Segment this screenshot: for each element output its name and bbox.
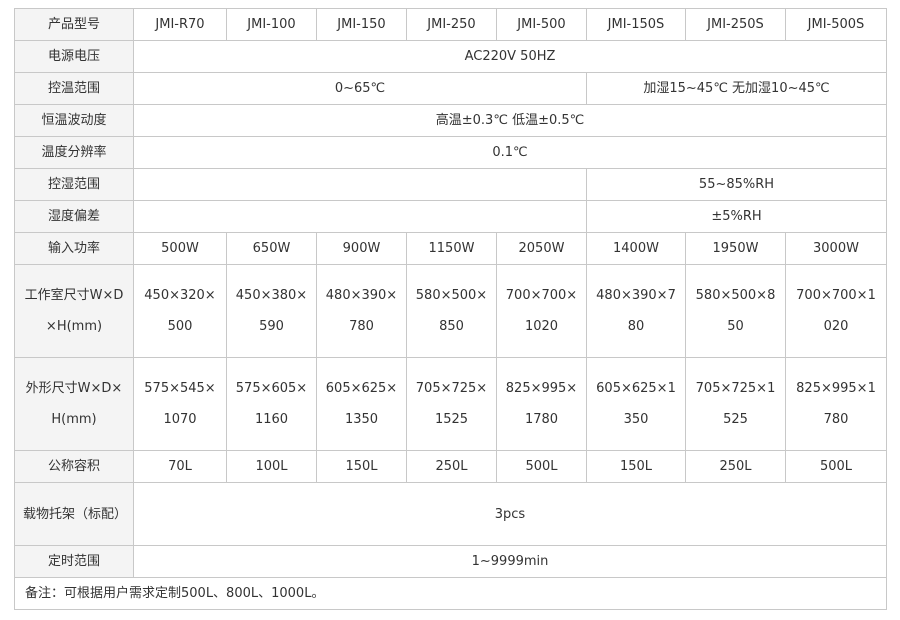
value-cell: 1~9999min [133, 545, 887, 578]
value-cell: 3000W [785, 232, 887, 265]
value-cell: 150L [316, 450, 407, 483]
value-cell: 580×500×850 [406, 264, 497, 358]
value-cell: 0.1℃ [133, 136, 887, 169]
value-cell: 450×380×590 [226, 264, 317, 358]
value-cell: 825×995×1780 [785, 357, 887, 451]
value-cell: 1400W [586, 232, 686, 265]
row-label: 载物托架（标配） [14, 482, 134, 546]
value-cell: 100L [226, 450, 317, 483]
value-cell: 500W [133, 232, 227, 265]
empty-cell [133, 168, 587, 201]
spec-row: 电源电压 AC220V 50HZ [14, 40, 887, 73]
spec-row: 控温范围 0~65℃ 加湿15~45℃ 无加湿10~45℃ [14, 72, 887, 105]
row-label: 外形尺寸W×D×H(mm) [14, 357, 134, 451]
spec-row: 湿度偏差 ±5%RH [14, 200, 887, 233]
value-cell: 3pcs [133, 482, 887, 546]
value-cell: 705×725×1525 [685, 357, 786, 451]
row-label: 控湿范围 [14, 168, 134, 201]
spec-row: 定时范围 1~9999min [14, 545, 887, 578]
value-cell: 高温±0.3℃ 低温±0.5℃ [133, 104, 887, 137]
header-cell: JMI-150 [316, 8, 407, 41]
table-body: 产品型号 JMI-R70 JMI-100 JMI-150 JMI-250 JMI-500 J… [14, 8, 887, 610]
header-cell: JMI-500 [496, 8, 587, 41]
header-cell: JMI-R70 [133, 8, 227, 41]
value-cell: AC220V 50HZ [133, 40, 887, 73]
value-cell: 1950W [685, 232, 786, 265]
value-cell: 605×625×1350 [586, 357, 686, 451]
header-cell: JMI-150S [586, 8, 686, 41]
value-cell: 900W [316, 232, 407, 265]
value-cell: 700×700×1020 [785, 264, 887, 358]
value-cell: 705×725×1525 [406, 357, 497, 451]
value-cell: 650W [226, 232, 317, 265]
value-cell: 加湿15~45℃ 无加湿10~45℃ [586, 72, 887, 105]
row-label: 控温范围 [14, 72, 134, 105]
value-cell: 450×320×500 [133, 264, 227, 358]
value-cell: 2050W [496, 232, 587, 265]
value-cell: 250L [406, 450, 497, 483]
spec-row: 公称容积 70L 100L 150L 250L 500L 150L 250L 500L [14, 450, 887, 483]
row-label: 电源电压 [14, 40, 134, 73]
spec-row: 外形尺寸W×D×H(mm) 575×545×1070 575×605×1160 605… [14, 357, 887, 451]
value-cell: 575×605×1160 [226, 357, 317, 451]
spec-row: 恒温波动度 高温±0.3℃ 低温±0.5℃ [14, 104, 887, 137]
row-label: 公称容积 [14, 450, 134, 483]
value-cell: 250L [685, 450, 786, 483]
header-cell: JMI-500S [785, 8, 887, 41]
value-cell: 575×545×1070 [133, 357, 227, 451]
value-cell: 605×625×1350 [316, 357, 407, 451]
spec-row: 载物托架（标配） 3pcs [14, 482, 887, 546]
value-cell: 150L [586, 450, 686, 483]
header-row: 产品型号 JMI-R70 JMI-100 JMI-150 JMI-250 JMI-500 J… [14, 8, 887, 41]
row-label: 恒温波动度 [14, 104, 134, 137]
value-cell: 1150W [406, 232, 497, 265]
note-row: 备注：可根据用户需求定制500L、800L、1000L。 [14, 577, 887, 610]
row-label: 输入功率 [14, 232, 134, 265]
spec-table: 产品型号 JMI-R70 JMI-100 JMI-150 JMI-250 JMI-500 J… [14, 8, 887, 610]
spec-row: 工作室尺寸W×D×H(mm) 450×320×500 450×380×590 480×… [14, 264, 887, 358]
value-cell: 70L [133, 450, 227, 483]
spec-row: 温度分辨率 0.1℃ [14, 136, 887, 169]
header-cell: 产品型号 [14, 8, 134, 41]
value-cell: 580×500×850 [685, 264, 786, 358]
value-cell: 500L [785, 450, 887, 483]
row-label: 工作室尺寸W×D×H(mm) [14, 264, 134, 358]
value-cell: 500L [496, 450, 587, 483]
value-cell: ±5%RH [586, 200, 887, 233]
value-cell: 700×700×1020 [496, 264, 587, 358]
value-cell: 480×390×780 [316, 264, 407, 358]
empty-cell [133, 200, 587, 233]
row-label: 定时范围 [14, 545, 134, 578]
header-cell: JMI-250S [685, 8, 786, 41]
value-cell: 825×995×1780 [496, 357, 587, 451]
header-cell: JMI-100 [226, 8, 317, 41]
value-cell: 0~65℃ [133, 72, 587, 105]
value-cell: 480×390×780 [586, 264, 686, 358]
spec-row: 控湿范围 55~85%RH [14, 168, 887, 201]
spec-row: 输入功率 500W 650W 900W 1150W 2050W 1400W 1950W 3000… [14, 232, 887, 265]
value-cell: 55~85%RH [586, 168, 887, 201]
row-label: 湿度偏差 [14, 200, 134, 233]
header-cell: JMI-250 [406, 8, 497, 41]
note: 备注：可根据用户需求定制500L、800L、1000L。 [14, 577, 887, 610]
row-label: 温度分辨率 [14, 136, 134, 169]
